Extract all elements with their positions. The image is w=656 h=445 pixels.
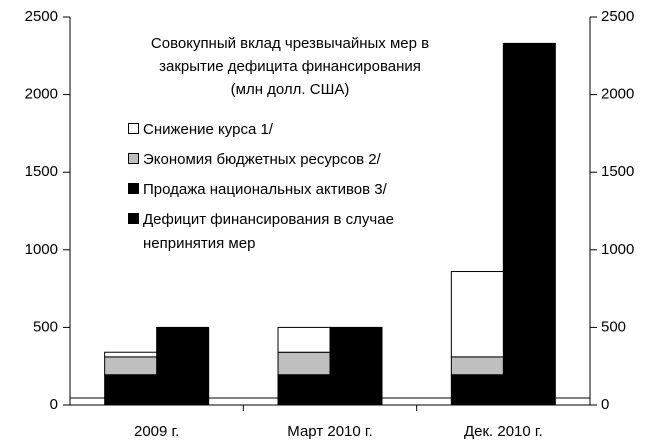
y-tick-label: 0 bbox=[50, 396, 58, 413]
bar bbox=[502, 42, 556, 406]
bar bbox=[277, 351, 331, 376]
bar bbox=[329, 326, 383, 406]
legend-swatch bbox=[128, 123, 139, 134]
legend-label: Экономия бюджетных ресурсов 2/ bbox=[143, 151, 381, 168]
y-tick-label: 2500 bbox=[25, 8, 58, 25]
title-line: закрытие дефицита финансирования bbox=[159, 58, 421, 75]
bar bbox=[277, 326, 331, 353]
legend-swatch bbox=[128, 153, 139, 164]
y2-tick-label: 1000 bbox=[601, 241, 634, 258]
bar bbox=[104, 356, 158, 376]
bar bbox=[450, 356, 504, 376]
x-tick-label: 2009 г. bbox=[134, 423, 179, 440]
chart-title: Совокупный вклад чрезвычайных мер в закры… bbox=[100, 32, 480, 101]
bar bbox=[104, 351, 158, 358]
bar bbox=[450, 374, 504, 406]
legend-item: Продажа национальных активов 3/ bbox=[128, 178, 463, 202]
legend-label: Дефицит финансирования в случае непринят… bbox=[143, 211, 394, 252]
legend-item: Дефицит финансирования в случае непринят… bbox=[128, 208, 463, 256]
bar bbox=[277, 374, 331, 406]
title-line: (млн долл. США) bbox=[230, 81, 350, 98]
bar bbox=[156, 326, 210, 406]
y2-tick-label: 500 bbox=[601, 318, 626, 335]
y2-tick-label: 2000 bbox=[601, 86, 634, 103]
y-tick-label: 500 bbox=[33, 318, 58, 335]
title-line: Совокупный вклад чрезвычайных мер в bbox=[150, 35, 430, 52]
bar bbox=[104, 374, 158, 406]
y2-tick-label: 0 bbox=[601, 396, 609, 413]
bar bbox=[450, 271, 504, 358]
y2-tick-label: 2500 bbox=[601, 8, 634, 25]
legend-label: Продажа национальных активов 3/ bbox=[143, 181, 387, 198]
legend: Снижение курса 1/Экономия бюджетных ресу… bbox=[128, 118, 463, 262]
legend-swatch bbox=[128, 213, 139, 224]
y2-tick-label: 1500 bbox=[601, 163, 634, 180]
legend-item: Снижение курса 1/ bbox=[128, 118, 463, 142]
legend-label: Снижение курса 1/ bbox=[143, 121, 273, 138]
y-tick-label: 1000 bbox=[25, 241, 58, 258]
y-tick-label: 2000 bbox=[25, 86, 58, 103]
x-tick-label: Март 2010 г. bbox=[287, 423, 372, 440]
legend-swatch bbox=[128, 183, 139, 194]
y-tick-label: 1500 bbox=[25, 163, 58, 180]
legend-item: Экономия бюджетных ресурсов 2/ bbox=[128, 148, 463, 172]
x-tick-label: Дек. 2010 г. bbox=[464, 423, 543, 440]
